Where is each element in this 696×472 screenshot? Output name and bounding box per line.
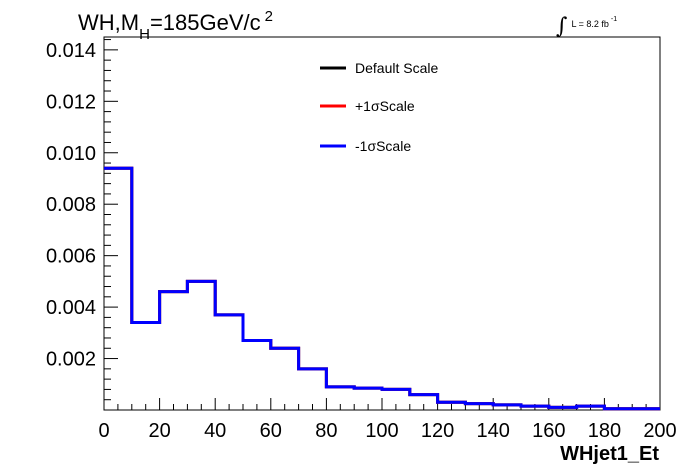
integral-symbol: ∫: [556, 14, 568, 39]
x-tick-label: 20: [148, 420, 170, 442]
x-tick-label: 120: [421, 420, 454, 442]
legend: Default Scale +1σScale -1σScale: [320, 60, 438, 154]
luminosity-label: ∫ L = 8.2 fb -1: [556, 8, 618, 39]
title-main: WH,M: [78, 10, 140, 35]
luminosity-text: L = 8.2 fb: [571, 19, 609, 29]
y-tick-label: 0.010: [46, 143, 96, 165]
series-layer: [104, 166, 660, 411]
x-tick-label: 80: [315, 420, 337, 442]
x-tick-label: 140: [477, 420, 510, 442]
chart-title: WH,MH=185GeV/c 2: [78, 8, 273, 43]
y-tick-label: 0.012: [46, 91, 96, 113]
x-tick-label: 160: [532, 420, 565, 442]
y-tick-label: 0.006: [46, 246, 96, 268]
x-tick-label: 180: [588, 420, 621, 442]
x-tick-label: 100: [365, 420, 398, 442]
y-tick-label: 0.014: [46, 40, 96, 62]
plot-frame: [103, 36, 661, 411]
x-tick-label: 0: [98, 420, 109, 442]
y-tick-label: 0.008: [46, 194, 96, 216]
x-tick-label: 60: [260, 420, 282, 442]
y-axis: 0.002 0.004 0.006 0.008 0.010 0.012 0.014: [46, 39, 118, 401]
x-tick-label: 200: [643, 420, 676, 442]
x-axis-label: WHjet1_Et: [560, 443, 659, 465]
y-tick-label: 0.002: [46, 349, 96, 371]
luminosity-superscript: -1: [610, 16, 618, 23]
legend-label: +1σScale: [355, 98, 415, 114]
title-superscript: 2: [264, 8, 273, 25]
legend-label: -1σScale: [355, 138, 411, 154]
y-tick-label: 0.004: [46, 297, 96, 319]
x-tick-label: 40: [204, 420, 226, 442]
title-rest: =185GeV/c: [149, 10, 261, 35]
title-subscript: H: [139, 26, 150, 43]
x-axis: 0 20 40 60 80 100 120 140 160 180 200: [98, 398, 677, 442]
legend-label: Default Scale: [355, 60, 438, 76]
series-line-2: [104, 166, 660, 411]
